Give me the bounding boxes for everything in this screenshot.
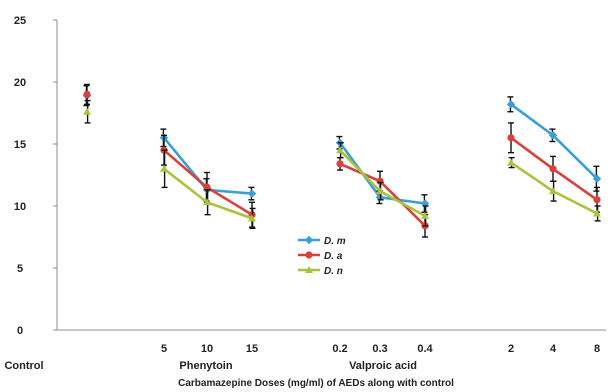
data-point xyxy=(304,235,314,245)
series-dn xyxy=(83,99,601,230)
data-point xyxy=(421,211,429,219)
data-point xyxy=(593,209,601,217)
legend-label: D. a xyxy=(324,251,343,262)
data-point xyxy=(247,189,257,198)
data-point xyxy=(506,100,516,109)
data-point xyxy=(248,214,256,222)
x-group-label: Phenytoin xyxy=(179,360,232,372)
series-line xyxy=(339,162,426,227)
data-point xyxy=(83,107,91,115)
y-tick-label: 25 xyxy=(14,15,26,27)
data-point xyxy=(507,158,515,166)
data-point xyxy=(592,174,602,183)
y-tick-label: 0 xyxy=(17,325,23,337)
data-point xyxy=(336,160,344,168)
data-point xyxy=(336,146,344,154)
x-tick-label: 0.2 xyxy=(332,343,347,355)
legend-item: D. n xyxy=(298,266,343,277)
y-tick-label: 5 xyxy=(17,263,23,275)
series-da xyxy=(83,83,601,238)
data-point xyxy=(160,164,168,172)
data-point xyxy=(507,134,515,142)
legend-item: D. m xyxy=(298,235,346,247)
data-point xyxy=(203,198,211,206)
legend-item: D. a xyxy=(298,251,343,262)
x-tick-label: 8 xyxy=(594,343,600,355)
x-group-label: Control xyxy=(4,360,43,372)
legend: D. m D. a D. n xyxy=(298,235,346,277)
data-point xyxy=(305,251,313,259)
data-point xyxy=(83,90,91,98)
x-group-label: Valproic acid xyxy=(349,360,417,372)
legend-label: D. m xyxy=(324,236,346,247)
x-tick-label: 15 xyxy=(246,343,258,355)
data-point xyxy=(593,196,601,204)
y-tick-labels: 0 5 10 15 20 25 xyxy=(14,15,57,337)
axes xyxy=(56,20,606,331)
x-tick-label: 10 xyxy=(201,343,213,355)
data-point xyxy=(305,266,313,273)
x-tick-label: 5 xyxy=(161,343,167,355)
data-point xyxy=(376,187,384,195)
series-group xyxy=(82,83,602,238)
x-tick-label: 2 xyxy=(508,343,514,355)
y-tick-label: 10 xyxy=(14,201,26,213)
series-dm xyxy=(82,85,602,213)
series-line xyxy=(338,141,426,205)
x-tick-label: 4 xyxy=(550,343,557,355)
data-point xyxy=(549,165,557,173)
y-tick-label: 15 xyxy=(14,139,26,151)
x-tick-label: 0.4 xyxy=(417,343,433,355)
data-point xyxy=(549,187,557,195)
y-tick-label: 20 xyxy=(14,77,26,89)
x-tick-label: 0.3 xyxy=(372,343,387,355)
data-point xyxy=(548,131,558,140)
legend-label: D. n xyxy=(324,266,343,277)
x-axis-title: Carbamazepine Doses (mg/ml) of AEDs alon… xyxy=(178,378,454,389)
